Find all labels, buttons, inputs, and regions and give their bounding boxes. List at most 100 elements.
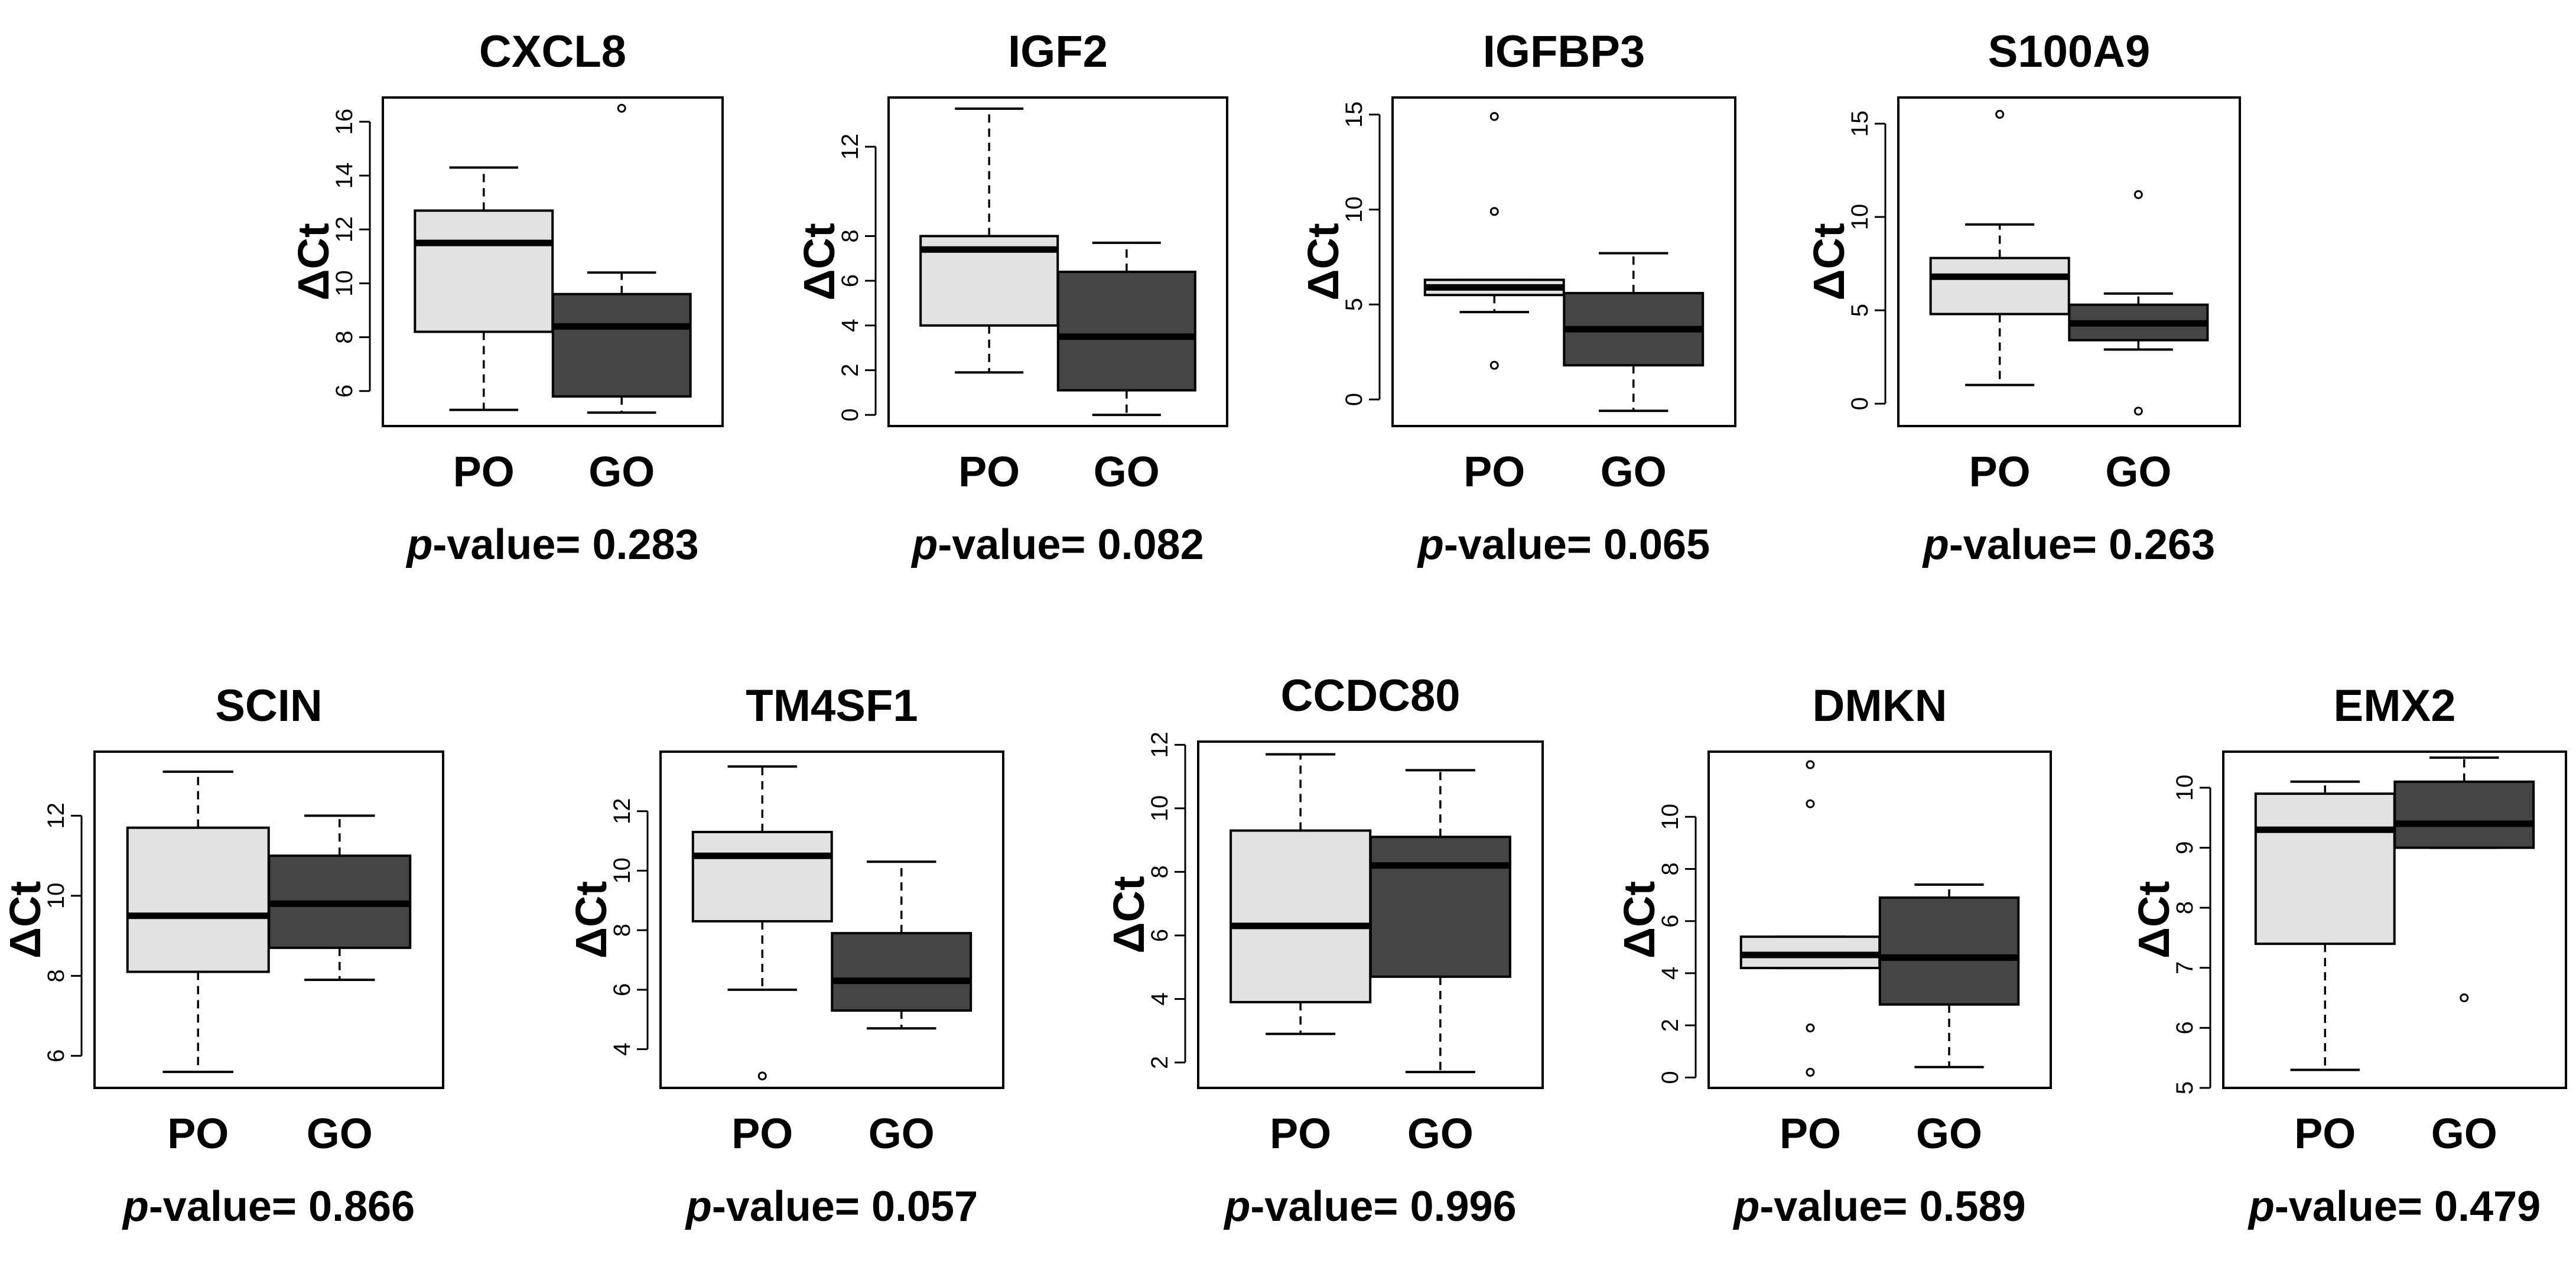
y-tick-label: 5	[2172, 1081, 2198, 1094]
y-axis-label: ΔCt	[795, 223, 844, 300]
y-tick-label: 6	[837, 274, 863, 287]
box-go	[268, 814, 412, 982]
y-axis-label: ΔCt	[567, 881, 616, 958]
x-category-label: GO	[1407, 1110, 1474, 1158]
iqr-box	[1369, 836, 1511, 978]
y-tick-label: 6	[1657, 915, 1683, 928]
plot-frame	[1897, 96, 2241, 427]
y-tick-label: 8	[2172, 901, 2198, 914]
box-po	[1423, 112, 1565, 370]
chart-title: TM4SF1	[746, 681, 918, 731]
y-tick-label: 0	[837, 408, 863, 421]
box-po	[919, 107, 1059, 374]
y-tick-label: 9	[2172, 841, 2198, 854]
p-value-label: p-value= 0.082	[910, 521, 1204, 568]
y-tick-label: 6	[43, 1049, 69, 1062]
chart-title: CCDC80	[1280, 671, 1460, 721]
plot-frame	[659, 750, 1004, 1089]
iqr-box	[126, 826, 270, 973]
box-po	[691, 765, 833, 1081]
y-tick-label: 12	[609, 798, 635, 824]
iqr-box	[1230, 829, 1372, 1003]
plot-frame	[2222, 750, 2567, 1089]
y-tick-label: 2	[1657, 1019, 1683, 1032]
box-po	[1929, 109, 2070, 386]
y-tick-label: 7	[2172, 961, 2198, 974]
chart-title: SCIN	[215, 681, 323, 731]
y-tick-label: 4	[1657, 967, 1683, 980]
plot-frame	[1197, 740, 1544, 1089]
panel-igfbp3: IGFBP3 ΔCt 0 5 10 15 PO GO p-value= 0.065	[1299, 27, 1736, 568]
outlier-point	[617, 103, 626, 113]
y-axis-label: ΔCt	[1, 881, 50, 958]
x-category-label: PO	[1780, 1110, 1841, 1158]
x-category-label: GO	[2431, 1110, 2497, 1158]
y-tick-label: 2	[837, 363, 863, 376]
x-category-label: GO	[2105, 449, 2171, 496]
y-tick-label: 12	[331, 216, 357, 243]
y-tick-label: 6	[609, 983, 635, 996]
y-tick-label: 2	[1147, 1056, 1173, 1069]
iqr-box	[1929, 256, 2070, 316]
p-value-label: p-value= 0.057	[685, 1183, 978, 1230]
y-tick-label: 10	[1147, 795, 1173, 822]
y-tick-label: 5	[1847, 304, 1873, 317]
outlier-point	[1489, 360, 1499, 370]
iqr-box	[2393, 780, 2535, 849]
panel-dmkn: DMKN ΔCt 0 2 4 6 8 10 PO GO p-value= 0.589	[1615, 681, 2052, 1230]
x-category-label: GO	[588, 449, 655, 496]
outlier-point	[2133, 190, 2143, 199]
box-po	[2254, 780, 2396, 1071]
p-value-label: p-value= 0.283	[405, 521, 698, 568]
box-po	[414, 166, 554, 411]
outlier-point	[1995, 109, 2005, 119]
outlier-point	[1806, 760, 1815, 769]
y-tick-label: 0	[1341, 393, 1367, 406]
y-tick-label: 4	[609, 1042, 635, 1055]
y-tick-label: 10	[1341, 196, 1367, 223]
y-axis-label: ΔCt	[1104, 876, 1153, 953]
outlier-point	[1806, 799, 1815, 808]
box-go	[2393, 756, 2535, 1003]
iqr-box	[414, 209, 554, 333]
x-category-label: PO	[1270, 1110, 1331, 1158]
y-tick-label: 12	[837, 134, 863, 160]
y-axis-label: ΔCt	[1804, 223, 1853, 300]
y-tick-label: 15	[1341, 102, 1367, 128]
x-category-label: GO	[1916, 1110, 1982, 1158]
x-category-label: GO	[869, 1110, 935, 1158]
iqr-box	[2254, 792, 2396, 945]
panel-s100a9: S100A9 ΔCt 0 5 10 15 PO GO p-value= 0.263	[1804, 27, 2241, 568]
p-value-label: p-value= 0.479	[2248, 1183, 2541, 1230]
y-tick-label: 6	[1147, 929, 1173, 942]
plot-frame	[93, 750, 444, 1089]
y-tick-label: 8	[1147, 865, 1173, 878]
iqr-box	[1056, 271, 1196, 392]
plot-frame	[1391, 96, 1736, 427]
x-category-label: PO	[958, 449, 1020, 496]
y-axis-label: ΔCt	[1299, 223, 1348, 300]
chart-title: EMX2	[2334, 681, 2456, 731]
chart-title: IGFBP3	[1483, 27, 1645, 77]
y-tick-label: 10	[1847, 204, 1873, 230]
x-category-label: PO	[1969, 449, 2031, 496]
x-category-label: GO	[1601, 449, 1667, 496]
y-tick-label: 10	[43, 883, 69, 909]
x-category-label: PO	[167, 1110, 229, 1158]
x-category-label: GO	[1094, 449, 1160, 496]
p-value-label: p-value= 0.996	[1223, 1183, 1516, 1230]
box-po	[1230, 753, 1372, 1035]
box-po	[1739, 760, 1881, 1077]
outlier-point	[2460, 993, 2469, 1003]
y-tick-label: 12	[1147, 732, 1173, 758]
y-tick-label: 4	[1147, 992, 1173, 1005]
panel-igf2: IGF2 ΔCt 0 2 4 6 8 12 PO GO p-value= 0.082	[795, 27, 1228, 568]
y-tick-label: 0	[1657, 1071, 1683, 1084]
y-tick-label: 12	[43, 802, 69, 829]
outlier-point	[1489, 207, 1499, 216]
y-axis-label: ΔCt	[1615, 881, 1664, 958]
y-tick-label: 8	[609, 924, 635, 937]
y-tick-label: 8	[43, 969, 69, 982]
y-tick-label: 14	[331, 163, 357, 189]
